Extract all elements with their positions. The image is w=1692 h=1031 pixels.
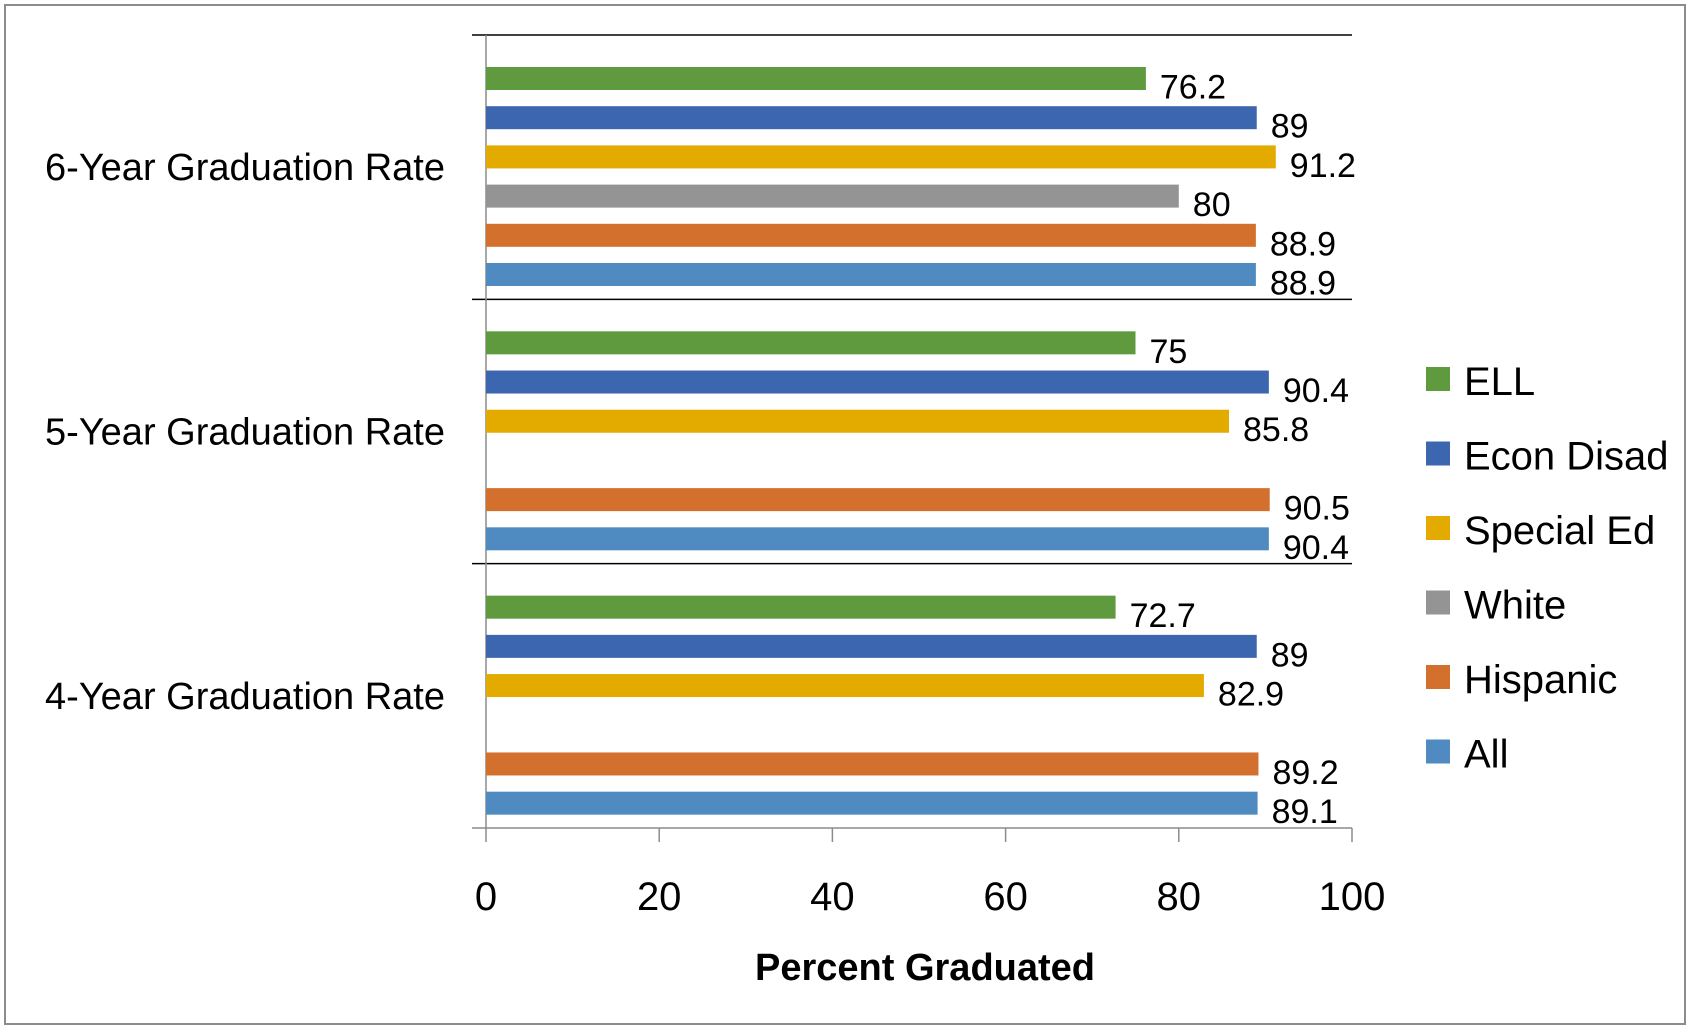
- data-label: 90.5: [1284, 490, 1350, 528]
- data-label: 88.9: [1270, 225, 1336, 263]
- bar-ell: [486, 331, 1136, 355]
- bar-special-ed: [486, 409, 1230, 433]
- bar-white: [486, 184, 1179, 208]
- bar-all: [486, 527, 1269, 551]
- data-label: 75: [1150, 333, 1188, 371]
- bar-all: [486, 791, 1258, 815]
- legend-label: Econ Disad: [1464, 435, 1669, 479]
- data-label: 89: [1271, 636, 1309, 674]
- bar-special-ed: [486, 674, 1204, 698]
- bar-econ-disad: [486, 106, 1257, 130]
- data-label: 91.2: [1290, 147, 1356, 185]
- chart-frame: [4, 4, 1686, 1025]
- x-tick-label: 60: [983, 875, 1028, 919]
- bar-econ-disad: [486, 634, 1257, 658]
- bar-hispanic: [486, 752, 1259, 776]
- legend-label: Special Ed: [1464, 509, 1655, 553]
- data-label: 76.2: [1160, 69, 1226, 107]
- x-tick-label: 40: [810, 875, 855, 919]
- legend-swatch: [1426, 516, 1450, 540]
- data-label: 85.8: [1243, 411, 1309, 449]
- data-label: 90.4: [1283, 529, 1349, 567]
- data-label: 90.4: [1283, 372, 1349, 410]
- category-label: 6-Year Graduation Rate: [45, 147, 445, 189]
- data-label: 82.9: [1218, 676, 1284, 714]
- data-label: 88.9: [1270, 265, 1336, 303]
- category-label: 5-Year Graduation Rate: [45, 412, 445, 454]
- data-label: 72.7: [1130, 597, 1196, 635]
- category-label: 4-Year Graduation Rate: [45, 676, 445, 718]
- x-tick-label: 0: [475, 875, 497, 919]
- legend-swatch: [1426, 590, 1450, 615]
- bar-hispanic: [486, 223, 1256, 247]
- bar-all: [486, 263, 1256, 286]
- bar-ell: [486, 595, 1116, 619]
- x-tick-label: 80: [1157, 875, 1202, 919]
- bar-ell: [486, 67, 1146, 90]
- legend-label: ELL: [1464, 360, 1535, 404]
- data-label: 89.1: [1272, 793, 1338, 831]
- x-tick-label: 20: [637, 875, 682, 919]
- legend-label: White: [1464, 584, 1566, 628]
- bar-special-ed: [486, 145, 1276, 169]
- x-tick-label: 100: [1319, 875, 1386, 919]
- bar-hispanic: [486, 488, 1270, 512]
- legend-swatch: [1426, 739, 1450, 764]
- legend-swatch: [1426, 367, 1450, 391]
- legend-swatch: [1426, 441, 1450, 466]
- data-label: 89: [1271, 108, 1309, 146]
- legend-swatch: [1426, 665, 1450, 689]
- x-axis-title: Percent Graduated: [755, 947, 1095, 989]
- data-label: 89.2: [1272, 754, 1338, 792]
- legend-label: Hispanic: [1464, 658, 1617, 702]
- legend-label: All: [1464, 733, 1508, 777]
- bar-econ-disad: [486, 370, 1269, 394]
- data-label: 80: [1193, 186, 1231, 224]
